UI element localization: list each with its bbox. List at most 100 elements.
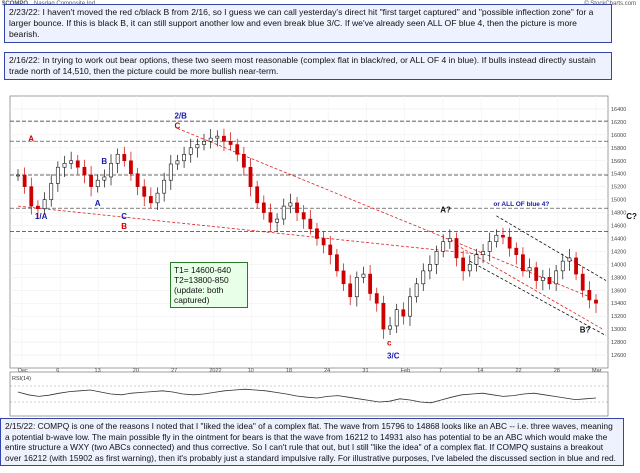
x-tick-label: 28: [554, 368, 560, 374]
candle-body: [268, 212, 273, 223]
candle-body: [368, 273, 373, 294]
candle-body: [354, 277, 359, 298]
candle-body: [255, 186, 260, 204]
candle-body: [36, 205, 40, 209]
candle-body: [235, 144, 240, 155]
price-panel: [9, 95, 609, 369]
candle-body: [69, 160, 74, 164]
x-tick-label: Dec: [18, 368, 28, 374]
trendline-red-1: [17, 205, 484, 256]
y-tick-label: 16400: [611, 107, 626, 113]
candle-body: [228, 141, 233, 145]
candle-body: [587, 289, 592, 301]
candle-body: [135, 173, 140, 187]
candle-body: [62, 163, 67, 168]
candle-body: [129, 160, 133, 175]
candle-body: [540, 277, 545, 281]
channel-lower: [469, 260, 607, 336]
candle-body: [521, 254, 525, 272]
targets-box: T1= 14600-640 T2=13800-850 (update: both…: [170, 262, 248, 308]
candle-body: [202, 141, 206, 145]
targets-text: T1= 14600-640 T2=13800-850 (update: both…: [174, 265, 232, 305]
annotation-note-0215: 2/15/22: COMPQ is one of the reasons I n…: [0, 418, 624, 466]
wave-label: C?: [626, 212, 637, 221]
candle-body: [527, 267, 532, 272]
y-tick-label: 15400: [611, 172, 626, 178]
y-tick-label: 13000: [611, 327, 626, 333]
x-tick-label: 7: [439, 368, 442, 374]
x-tick-label: 18: [286, 368, 292, 374]
wave-label: A: [95, 199, 101, 208]
y-tick-label: 14400: [611, 236, 626, 242]
candle-body: [547, 277, 552, 285]
candle-body: [301, 212, 306, 220]
rsi-label: RSI(14): [12, 376, 31, 382]
y-tick-label: 13800: [611, 275, 626, 281]
x-tick-label: 13: [95, 368, 101, 374]
candle-body: [447, 238, 452, 243]
x-tick-label: Mar: [592, 368, 602, 374]
candle-body: [315, 228, 319, 239]
annotation-note-0216: 2/16/22: In trying to work out bear opti…: [4, 52, 612, 80]
candle-body: [580, 273, 585, 291]
wave-label: c: [387, 338, 392, 347]
candle-body: [381, 302, 386, 330]
candle-body: [421, 270, 426, 285]
candle-body: [102, 176, 107, 181]
y-tick-label: 12800: [611, 340, 626, 346]
candle-body: [341, 270, 346, 285]
trendline-red-2: [177, 128, 590, 298]
candle-body: [109, 163, 113, 178]
candle-body: [195, 144, 200, 149]
wave-label: 1/A: [35, 212, 48, 221]
candle-body: [394, 309, 399, 327]
candle-body: [222, 135, 226, 142]
candle-body: [89, 174, 93, 187]
candle-body: [428, 264, 432, 272]
candle-body: [454, 238, 459, 259]
y-tick-label: 15200: [611, 185, 626, 191]
candle-body: [122, 153, 127, 162]
y-tick-label: 16000: [611, 133, 626, 139]
candle-body: [82, 166, 87, 176]
wave-label: 3/C: [387, 351, 400, 360]
candle-body: [534, 267, 539, 281]
candle-body: [328, 244, 333, 255]
candle-body: [295, 202, 299, 213]
annotation-note-0223: 2/23/22: I haven't moved the red c/black…: [4, 4, 612, 43]
y-tick-label: 14800: [611, 211, 626, 217]
candle-body: [148, 196, 153, 204]
candle-body: [288, 202, 293, 207]
candle-body: [487, 241, 492, 252]
candle-body: [22, 174, 27, 187]
wave-label: B?: [580, 325, 591, 334]
candle-body: [155, 192, 160, 204]
x-tick-label: 2022: [209, 368, 221, 374]
candle-body: [348, 283, 353, 298]
candle-body: [514, 247, 519, 255]
y-tick-label: 15000: [611, 198, 626, 204]
wave-label: or ALL OF blue 4?: [493, 201, 549, 208]
candle-body: [461, 257, 466, 272]
candle-body: [414, 283, 419, 298]
x-tick-label: 22: [515, 368, 521, 374]
candle-body: [554, 270, 559, 285]
x-tick-label: 10: [248, 368, 254, 374]
candle-body: [441, 241, 446, 252]
candle-body: [261, 202, 266, 213]
wave-label: A?: [440, 206, 451, 215]
candle-body: [241, 153, 246, 168]
candle-body: [560, 260, 565, 272]
candle-body: [49, 183, 54, 200]
candle-body: [55, 166, 60, 184]
candle-body: [374, 293, 379, 304]
candle-body: [281, 205, 286, 220]
candle-body: [142, 186, 147, 197]
rsi-line: [17, 388, 597, 404]
wave-label: C: [174, 121, 180, 130]
candle-body: [182, 153, 186, 162]
candle-body: [574, 257, 578, 275]
wave-label: C: [121, 212, 127, 221]
candle-body: [361, 273, 366, 278]
